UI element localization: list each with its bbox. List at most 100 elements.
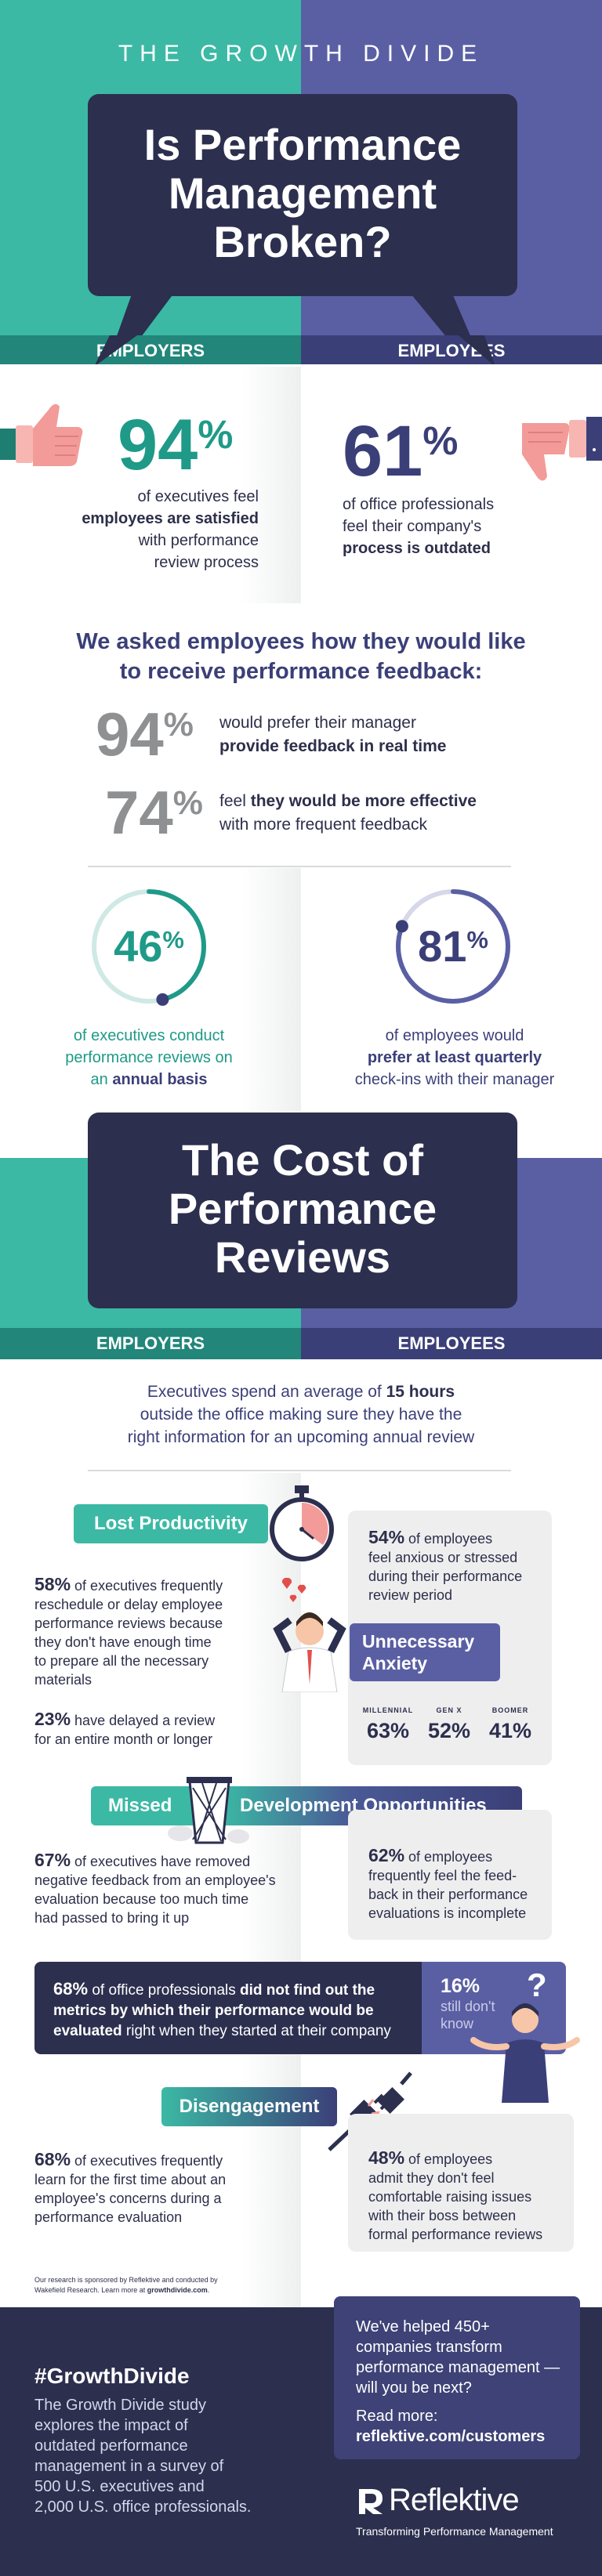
text-line: right information for an upcoming annual… — [127, 1428, 475, 1446]
metrics-text: 68% of office professionals did not find… — [53, 1979, 422, 2042]
hero-title-line: Broken? — [213, 217, 392, 266]
lost-productivity-tag: Lost Productivity — [74, 1504, 268, 1543]
stat-unit: % — [466, 925, 488, 953]
cost-intro: Executives spend an average of 15 hours … — [0, 1380, 602, 1449]
stat-unit: % — [162, 925, 184, 953]
asked-text-94: would prefer their manager provide feedb… — [219, 711, 446, 758]
text-line: provide feedback in real time — [219, 737, 447, 755]
metrics-banner — [34, 1962, 422, 2054]
cost-band: EMPLOYERS EMPLOYEES — [0, 1328, 602, 1359]
text-part: evaluated — [53, 2023, 122, 2039]
gen-label: BOOMER — [491, 1706, 529, 1714]
ring-chart-81 — [395, 889, 510, 1004]
text-line: employee's concerns during a — [34, 2191, 222, 2206]
text-line: admit they don't feel — [368, 2170, 495, 2186]
speech-tails-overlay — [95, 335, 495, 364]
text-line: still don't — [441, 1999, 495, 2014]
text-line: learn for the first time about an — [34, 2172, 227, 2187]
text-line: of office professionals — [343, 496, 495, 513]
text-part: Wakefield Research. Learn more at — [34, 2286, 147, 2294]
hero-title-box: Is Performance Management Broken? — [88, 94, 517, 296]
stressed-person-illustration — [273, 1577, 346, 1692]
text-part: Executives spend an average of — [147, 1383, 386, 1401]
text-part: 15 hours — [386, 1383, 455, 1401]
text-line: feel anxious or stressed — [368, 1550, 518, 1565]
stat-value: 46 — [114, 921, 163, 971]
text-line: feel their company's — [343, 518, 482, 535]
text-line: know — [441, 2016, 474, 2031]
stat-value: 74 — [105, 778, 173, 847]
text-line: 68% of office professionals did not find… — [53, 1979, 422, 2001]
thumbs-down-icon — [522, 417, 602, 481]
text-line: of executives conduct — [73, 1027, 225, 1044]
stat-employees-text: of office professionals feel their compa… — [343, 494, 578, 559]
ring-value-81: 81% — [392, 924, 514, 968]
employees-label: EMPLOYEES — [301, 335, 602, 364]
stat-value: 61 — [343, 411, 423, 491]
text-line: of executives feel — [137, 488, 259, 505]
ring-marker — [395, 920, 408, 933]
text-line: 23% have delayed a review — [34, 1709, 270, 1730]
stopwatch-icon — [270, 1485, 334, 1561]
disengagement-tag: Disengagement — [161, 2087, 337, 2126]
customers-link[interactable]: reflektive.com/customers — [356, 2428, 546, 2445]
cost-title: The Cost of Performance Reviews — [88, 1113, 517, 1282]
ring-marker — [156, 993, 169, 1006]
confused-person-illustration: ? — [470, 1966, 580, 2103]
text-line: with performance — [138, 532, 259, 549]
metrics-side-text: 16% still don't know — [441, 1974, 511, 2032]
left-shade — [0, 868, 301, 1111]
gen-value: 41% — [488, 1719, 532, 1742]
metrics-side-panel — [422, 1962, 566, 2054]
reflektive-logo-icon — [359, 2489, 383, 2514]
text-line: evaluations is incomplete — [368, 1905, 527, 1921]
stat-unit: % — [198, 411, 234, 457]
gen-genx: GEN X 52% — [422, 1706, 477, 1743]
text-line: 58% of executives frequently — [34, 1575, 270, 1595]
text-line: frequently feel the feed- — [368, 1868, 517, 1883]
cost-title-line: The Cost of — [182, 1135, 423, 1185]
gen-boomer: BOOMER 41% — [483, 1706, 538, 1743]
text-line: explores the impact of — [34, 2417, 188, 2434]
text-line: feel they would be more effective — [219, 790, 477, 813]
text-line: check-ins with their manager — [354, 1071, 555, 1088]
asked-stat-74: 74% — [105, 782, 203, 843]
text-line: with more frequent feedback — [219, 816, 427, 834]
text-line: would prefer their manager — [219, 714, 416, 732]
text-line: 54% of employees — [368, 1528, 541, 1548]
research-note: Our research is sponsored by Reflektive … — [34, 2275, 301, 2296]
trash-bin-icon — [168, 1777, 249, 1844]
employers-label: EMPLOYERS — [0, 1328, 301, 1359]
text-line: outdated performance — [34, 2437, 188, 2455]
stat-unit: % — [422, 418, 459, 463]
text-part: . — [207, 2286, 210, 2294]
asked-text-74: feel they would be more effective with m… — [219, 790, 477, 837]
stat-value: 94 — [96, 700, 164, 769]
generation-stats: MILLENNIAL 63% GEN X 52% BOOMER 41% — [361, 1706, 541, 1753]
text-line: evaluated right when they started at the… — [53, 2021, 422, 2042]
hashtag[interactable]: #GrowthDivide — [34, 2364, 190, 2388]
text-part: of executives frequently — [71, 2153, 223, 2169]
asked-heading: We asked employees how they would like t… — [0, 627, 602, 686]
ring-chart-46 — [92, 889, 206, 1006]
gen-millennial: MILLENNIAL 63% — [361, 1706, 415, 1743]
text-part: of employees — [404, 2151, 493, 2167]
stat-unit: % — [163, 706, 194, 744]
growthdivide-link[interactable]: growthdivide.com — [147, 2286, 208, 2294]
stat-value: 81 — [418, 921, 467, 971]
cta-text: We've helped 450+ companies transform pe… — [356, 2317, 568, 2447]
text-line: back in their performance — [368, 1887, 528, 1902]
text-line: had passed to bring it up — [34, 1910, 190, 1926]
speech-tails — [107, 290, 483, 364]
text-line: performance evaluation — [34, 2209, 183, 2225]
text-part: annual basis — [112, 1071, 208, 1088]
text-line: The Growth Divide study — [34, 2397, 206, 2414]
text-part: of executives have removed — [71, 1854, 251, 1869]
text-part: did not find out the — [240, 1982, 375, 1999]
divider — [88, 866, 511, 867]
text-line: Wakefield Research. Learn more at growth… — [34, 2285, 301, 2296]
text-line: of employees would — [385, 1027, 524, 1044]
ring-value-46: 46% — [88, 924, 210, 968]
text-line: 68% of executives frequently — [34, 2150, 301, 2170]
text-part: they would be more effective — [250, 792, 477, 810]
